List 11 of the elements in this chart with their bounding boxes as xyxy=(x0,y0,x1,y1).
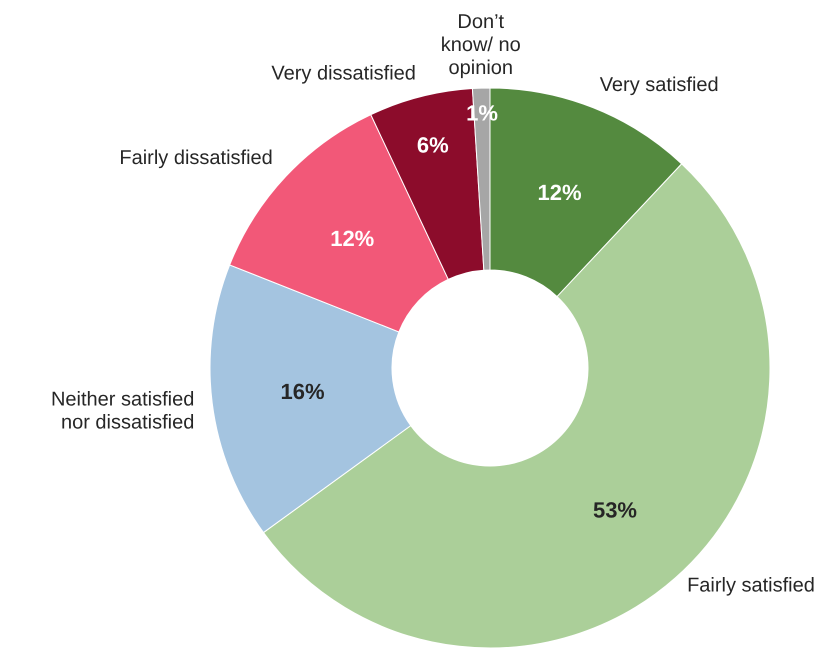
slice-label: Fairly dissatisfied xyxy=(119,147,273,170)
data-label: 53% xyxy=(592,497,638,522)
data-label: 6% xyxy=(416,132,449,158)
data-label: 12% xyxy=(330,226,374,252)
slice-label: Fairly satisfied xyxy=(687,574,815,597)
slice-label: Very dissatisfied xyxy=(271,62,416,84)
data-label: 12% xyxy=(538,180,582,205)
slice-label: Very satisfied xyxy=(600,74,719,96)
slice-label: Don’t know/ no opinion xyxy=(440,11,521,80)
slice-label: Neither satisfied nor dissatisfied xyxy=(50,388,194,434)
data-label: 16% xyxy=(280,379,325,404)
